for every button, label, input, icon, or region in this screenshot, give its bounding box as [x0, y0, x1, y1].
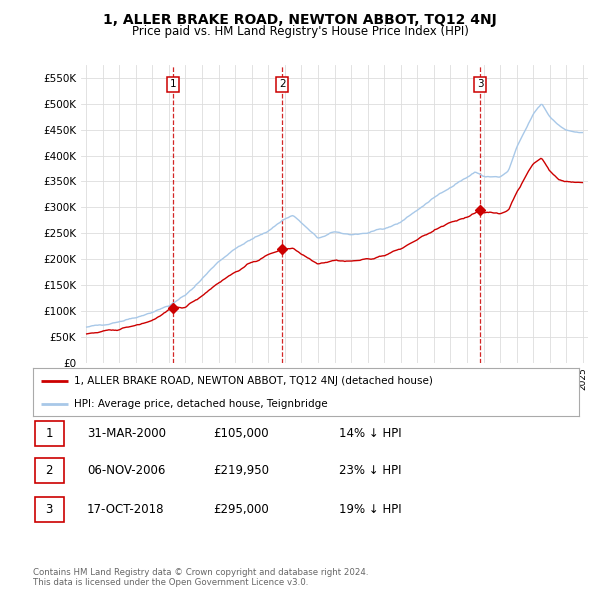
Text: 3: 3 [477, 79, 484, 89]
Text: 3: 3 [46, 503, 53, 516]
Text: 2: 2 [46, 464, 53, 477]
Text: 1, ALLER BRAKE ROAD, NEWTON ABBOT, TQ12 4NJ (detached house): 1, ALLER BRAKE ROAD, NEWTON ABBOT, TQ12 … [74, 376, 433, 386]
Text: £219,950: £219,950 [213, 464, 269, 477]
Text: 1: 1 [46, 427, 53, 440]
Text: HPI: Average price, detached house, Teignbridge: HPI: Average price, detached house, Teig… [74, 399, 328, 409]
Text: Price paid vs. HM Land Registry's House Price Index (HPI): Price paid vs. HM Land Registry's House … [131, 25, 469, 38]
Text: 1, ALLER BRAKE ROAD, NEWTON ABBOT, TQ12 4NJ: 1, ALLER BRAKE ROAD, NEWTON ABBOT, TQ12 … [103, 13, 497, 27]
Text: 19% ↓ HPI: 19% ↓ HPI [339, 503, 401, 516]
Text: 14% ↓ HPI: 14% ↓ HPI [339, 427, 401, 440]
Text: 31-MAR-2000: 31-MAR-2000 [87, 427, 166, 440]
Text: 2: 2 [279, 79, 286, 89]
Text: 17-OCT-2018: 17-OCT-2018 [87, 503, 164, 516]
Text: 06-NOV-2006: 06-NOV-2006 [87, 464, 166, 477]
Text: 23% ↓ HPI: 23% ↓ HPI [339, 464, 401, 477]
Text: £105,000: £105,000 [213, 427, 269, 440]
Text: £295,000: £295,000 [213, 503, 269, 516]
Text: 1: 1 [170, 79, 176, 89]
Text: Contains HM Land Registry data © Crown copyright and database right 2024.
This d: Contains HM Land Registry data © Crown c… [33, 568, 368, 587]
